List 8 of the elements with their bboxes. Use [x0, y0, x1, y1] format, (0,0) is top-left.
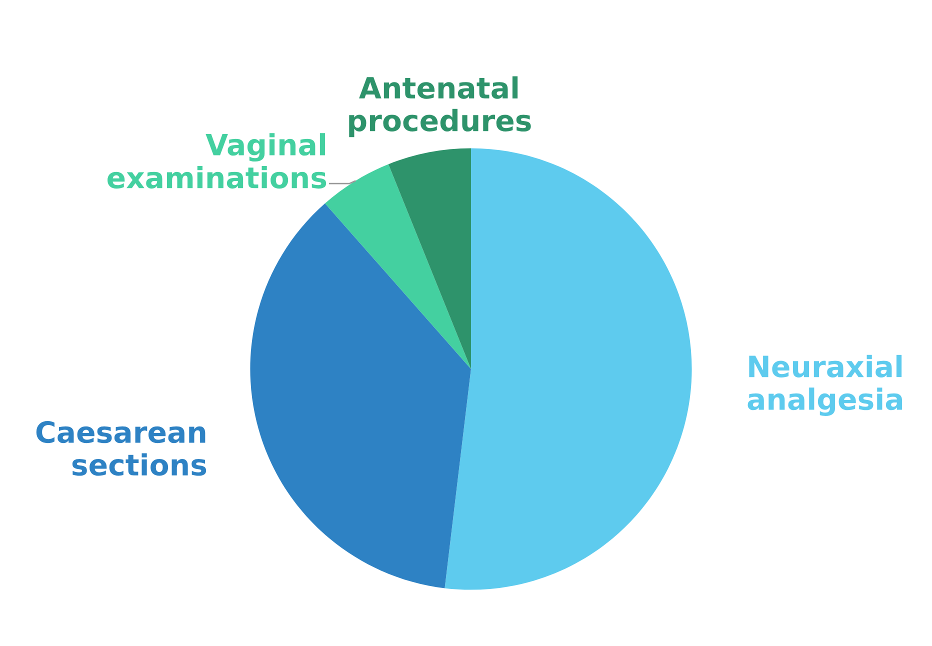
slice-label: Neuraxial analgesia — [748, 354, 902, 416]
pie-slice — [444, 148, 692, 590]
pie-slice — [324, 164, 471, 369]
pie-slice — [388, 148, 471, 369]
pie-slice — [250, 203, 471, 588]
slice-label: Vaginal examinations — [108, 133, 326, 189]
slice-label: Caesarean sections — [36, 421, 206, 476]
slice-label: Antenatal procedures — [349, 76, 531, 138]
